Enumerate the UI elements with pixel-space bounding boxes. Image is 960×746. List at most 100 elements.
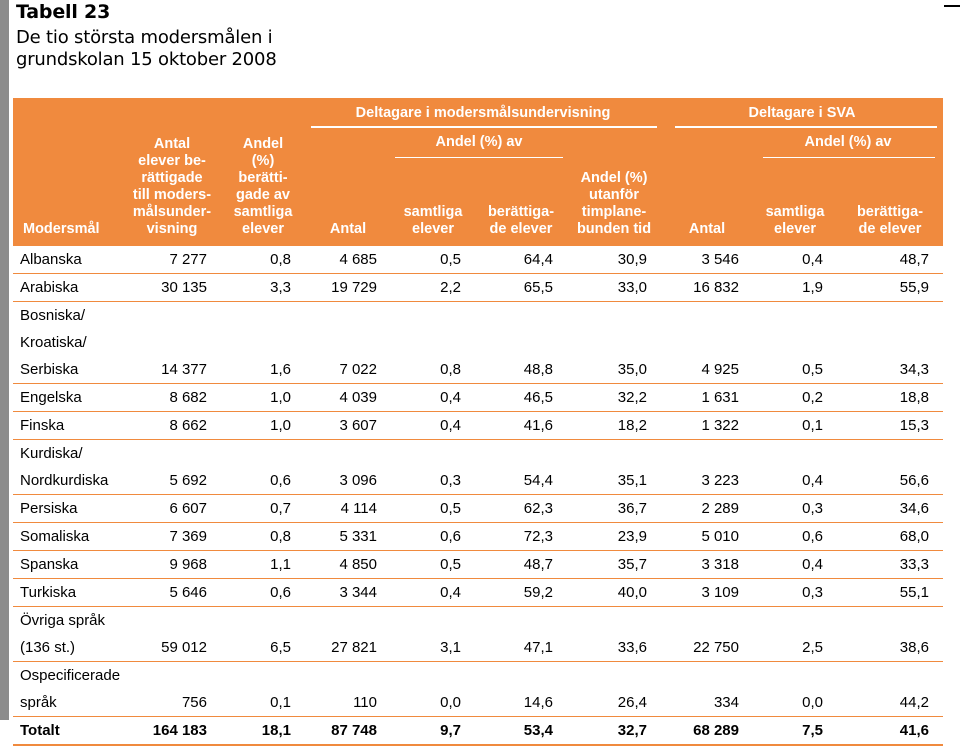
cell-sva-samtliga: 0,4 — [753, 439, 837, 495]
cell-mu-berattigade: 47,1 — [475, 606, 567, 662]
cell-andel-berattigade: 0,8 — [221, 522, 305, 551]
cell-total-andel-berattigade: 18,1 — [221, 716, 305, 746]
cell-sva-berattigade: 18,8 — [837, 383, 943, 412]
cell-andel-berattigade: 1,0 — [221, 383, 305, 412]
col-header-andel-berattigade: Andel (%) berätti-gade av samtliga elever — [221, 98, 305, 246]
cell-mu-samtliga: 0,5 — [391, 246, 475, 274]
table-container: Modersmål Antal elever be-rättigade till m… — [13, 98, 943, 746]
cell-sva-samtliga: 0,5 — [753, 301, 837, 384]
header-line: målsunder- — [132, 204, 212, 220]
table-row: Persiska 6 607 0,7 4 114 0,5 62,3 36,7 2 289 0,3… — [13, 494, 943, 523]
cell-sva-antal: 334 — [661, 661, 753, 717]
col-header-mu-samtliga: samtliga elever — [391, 158, 475, 246]
col-header-modersmal: Modersmål — [13, 98, 123, 246]
cell-total-sva-antal: 68 289 — [661, 716, 753, 746]
cell-sva-berattigade: 44,2 — [837, 661, 943, 717]
cell-mu-antal: 3 096 — [305, 439, 391, 495]
cell-andel-berattigade: 0,8 — [221, 246, 305, 274]
cell-antal-berattigade: 30 135 — [123, 273, 221, 302]
cell-sva-antal: 1 322 — [661, 411, 753, 440]
table-row: Turkiska 5 646 0,6 3 344 0,4 59,2 40,0 3 109 0,3… — [13, 578, 943, 607]
table-subtitle-line1: De tio största modersmålen i — [16, 27, 273, 48]
group-header-sva: Deltagare i SVA Antal Andel (%) av samtl… — [661, 98, 943, 246]
cell-sva-berattigade: 48,7 — [837, 246, 943, 274]
cell-sva-samtliga: 0,2 — [753, 383, 837, 412]
cell-sva-antal: 16 832 — [661, 273, 753, 302]
cell-sva-samtliga: 0,3 — [753, 578, 837, 607]
cell-sva-berattigade: 34,3 — [837, 301, 943, 384]
table-row: Kurdiska/Nordkurdiska 5 692 0,6 3 096 0,3 54,… — [13, 439, 943, 495]
cell-sva-antal: 2 289 — [661, 494, 753, 523]
cell-sva-antal: 3 546 — [661, 246, 753, 274]
header-line: visning — [146, 221, 198, 237]
cell-andel-utanfor: 26,4 — [567, 661, 661, 717]
language-name-line: Finska — [20, 417, 65, 434]
cell-andel-berattigade: 0,6 — [221, 439, 305, 495]
col-header-andel-utanfor: Andel (%) utanför timplane-bunden tid — [567, 128, 661, 246]
cell-mu-berattigade: 14,6 — [475, 661, 567, 717]
table-row: Ospecificerade språk 756 0,1 110 0,0 14,6 26,4 3… — [13, 661, 943, 717]
table-header: Modersmål Antal elever be-rättigade till m… — [13, 98, 943, 246]
cell-mu-berattigade: 41,6 — [475, 411, 567, 440]
cell-mu-antal: 4 114 — [305, 494, 391, 523]
cell-mu-samtliga: 0,4 — [391, 411, 475, 440]
subgroup-rule-mu — [395, 156, 563, 158]
cell-andel-berattigade: 1,0 — [221, 411, 305, 440]
cell-antal-berattigade: 5 646 — [123, 578, 221, 607]
col-header-mu-antal: Antal — [329, 220, 367, 237]
header-line: rättigade — [141, 170, 203, 186]
header-line: elever — [774, 220, 816, 237]
col-header-sva-samtliga: samtliga elever — [753, 158, 837, 246]
cell-mu-samtliga: 0,4 — [391, 383, 475, 412]
cell-andel-utanfor: 23,9 — [567, 522, 661, 551]
cell-sva-antal: 3 223 — [661, 439, 753, 495]
cell-total-andel-utanfor: 32,7 — [567, 716, 661, 746]
language-name-line: Kroatiska/ — [20, 334, 87, 351]
cell-mu-samtliga: 3,1 — [391, 606, 475, 662]
cell-mu-antal: 110 — [305, 661, 391, 717]
cell-sva-samtliga: 2,5 — [753, 606, 837, 662]
header-line: elever be- — [138, 153, 206, 169]
header-line: samtliga — [765, 203, 825, 220]
cell-sva-samtliga: 0,0 — [753, 661, 837, 717]
col-header-antal-berattigade: Antal elever be-rättigade till moders-måls… — [123, 98, 221, 246]
cell-sva-berattigade: 55,9 — [837, 273, 943, 302]
subgroup-title-sva-andel: Andel (%) av — [804, 133, 892, 150]
cell-mu-berattigade: 48,7 — [475, 550, 567, 579]
table-row: Albanska 7 277 0,8 4 685 0,5 64,4 30,9 3 546 0,4… — [13, 246, 943, 274]
cell-andel-utanfor: 32,2 — [567, 383, 661, 412]
cell-andel-berattigade: 0,1 — [221, 661, 305, 717]
cell-mu-berattigade: 64,4 — [475, 246, 567, 274]
language-name-line: Turkiska — [20, 584, 77, 601]
cell-modersmal: Ospecificerade språk — [13, 661, 123, 717]
language-name-line: Kurdiska/ — [20, 445, 83, 462]
cell-modersmal: Spanska — [13, 550, 123, 579]
cell-mu-berattigade: 72,3 — [475, 522, 567, 551]
total-row: Totalt 164 183 18,1 87 748 9,7 53,4 32,7 68 289… — [13, 716, 943, 746]
cell-modersmal: Övriga språk (136 st.) — [13, 606, 123, 662]
cell-antal-berattigade: 756 — [123, 661, 221, 717]
cell-sva-samtliga: 0,4 — [753, 246, 837, 274]
cell-modersmal: Kurdiska/Nordkurdiska — [13, 439, 123, 495]
cell-andel-berattigade: 0,6 — [221, 578, 305, 607]
cell-mu-antal: 4 850 — [305, 550, 391, 579]
cell-modersmal: Arabiska — [13, 273, 123, 302]
language-name-line: Bosniska/ — [20, 307, 86, 324]
cell-sva-antal: 22 750 — [661, 606, 753, 662]
table-subtitle: De tio största modersmålen i grundskolan… — [16, 27, 277, 71]
language-name-line: Somaliska — [20, 528, 90, 545]
language-name-line: Ospecificerade — [20, 667, 121, 684]
table-row: Övriga språk (136 st.) 59 012 6,5 27 821 3,1 4… — [13, 606, 943, 662]
cell-sva-berattigade: 15,3 — [837, 411, 943, 440]
cell-mu-antal: 7 022 — [305, 301, 391, 384]
cell-mu-antal: 3 607 — [305, 411, 391, 440]
cell-mu-samtliga: 0,5 — [391, 494, 475, 523]
header-line: elever — [242, 221, 284, 237]
header-line: utanför — [589, 186, 639, 203]
cell-mu-antal: 3 344 — [305, 578, 391, 607]
cell-antal-berattigade: 59 012 — [123, 606, 221, 662]
cell-sva-berattigade: 56,6 — [837, 439, 943, 495]
header-line: berätti- — [238, 170, 288, 186]
col-header-sva-berattigade: berättiga-de elever — [837, 158, 943, 246]
cell-andel-utanfor: 30,9 — [567, 246, 661, 274]
